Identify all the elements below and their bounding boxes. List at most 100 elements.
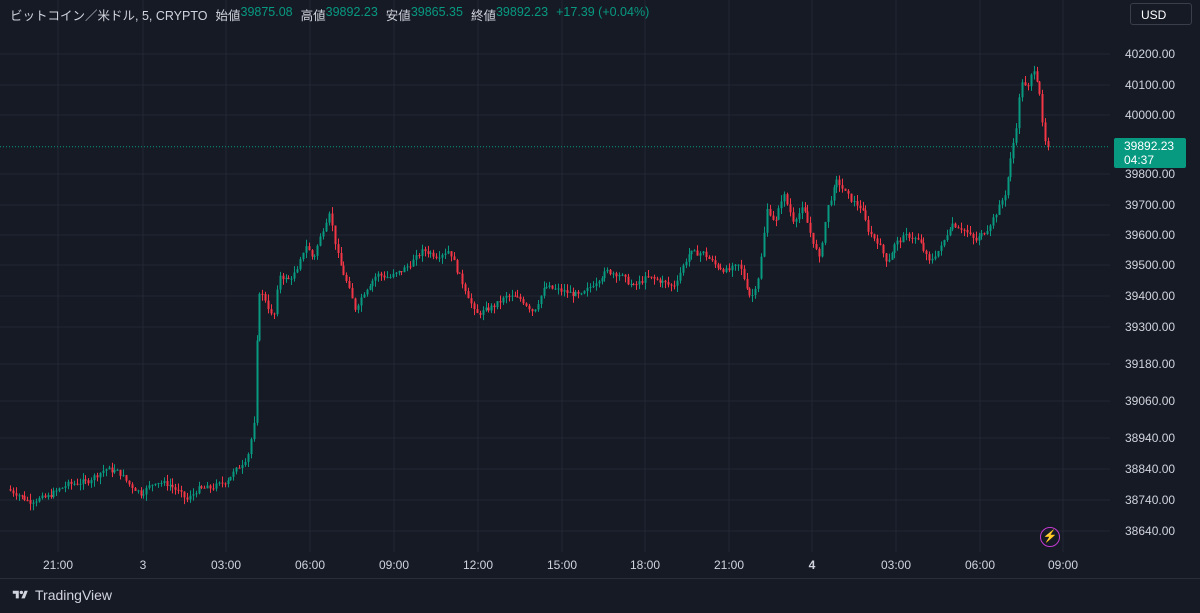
candle-body [554, 288, 557, 290]
candle-body [632, 284, 635, 286]
candle-body [458, 272, 461, 274]
candle-body [789, 204, 792, 213]
candle-body [316, 245, 319, 256]
candle-body [522, 299, 525, 304]
candle-body [838, 179, 841, 186]
candle-body [1033, 71, 1036, 75]
candle-body [264, 294, 267, 301]
candle-body [728, 268, 731, 271]
symbol-title[interactable]: ビットコイン／米ドル, 5, CRYPTO [10, 9, 208, 23]
candle-body [798, 213, 801, 220]
candle-body [467, 291, 470, 299]
candle-body [751, 294, 754, 296]
candle-body [870, 231, 873, 235]
chart-grid [0, 0, 1110, 552]
candle-body [32, 502, 35, 504]
change-value: +17.39 (+0.04%) [556, 5, 650, 19]
high-label: 高値 [300, 9, 326, 23]
candle-body [212, 488, 215, 490]
candle-body [864, 210, 867, 220]
y-tick-label: 40200.00 [1125, 47, 1175, 61]
candle-body [322, 231, 325, 237]
candle-body [682, 265, 685, 273]
candle-body [227, 480, 230, 484]
candle-body [313, 255, 316, 257]
candle-body [308, 246, 311, 251]
candle-body [345, 274, 348, 281]
candle-body [366, 289, 369, 295]
candle-body [200, 486, 203, 488]
candle-body [661, 280, 664, 283]
candle-body [609, 269, 612, 275]
candle-body [276, 289, 279, 315]
lightning-bolt-icon[interactable]: ⚡ [1040, 527, 1060, 547]
candle-body [447, 251, 450, 254]
candle-body [38, 498, 41, 502]
x-tick-label: 21:00 [43, 558, 73, 572]
candle-body [734, 264, 737, 266]
candle-body [777, 208, 780, 220]
candle-body [937, 250, 940, 257]
candle-body [1047, 141, 1050, 147]
candle-body [392, 273, 395, 278]
candle-body [934, 256, 937, 259]
candle-body [505, 295, 508, 298]
candle-body [93, 475, 96, 481]
candle-body [922, 242, 925, 251]
candle-body [302, 252, 305, 260]
candle-body [644, 276, 647, 283]
x-tick-label: 06:00 [965, 558, 995, 572]
candle-body [711, 258, 714, 261]
candle-body [763, 232, 766, 257]
candle-body [928, 254, 931, 261]
candle-body [899, 240, 902, 243]
candle-body [412, 259, 415, 267]
currency-button[interactable]: USD [1130, 3, 1192, 25]
y-tick-label: 39180.00 [1125, 357, 1175, 371]
tradingview-logo[interactable]: TradingView [12, 587, 112, 603]
candle-body [229, 476, 232, 481]
candle-body [102, 470, 105, 473]
candle-body [540, 295, 543, 305]
candle-body [998, 204, 1001, 215]
y-tick-label: 38940.00 [1125, 431, 1175, 445]
candle-body [67, 481, 70, 487]
candle-body [421, 249, 424, 256]
candle-body [192, 494, 195, 496]
candle-body [531, 309, 534, 312]
candle-body [174, 487, 177, 490]
candle-body [282, 275, 285, 280]
low-label: 安値 [385, 9, 411, 23]
candle-body [487, 307, 490, 311]
candle-body [589, 286, 592, 288]
candle-body [650, 276, 653, 278]
candle-body [630, 284, 633, 286]
candle-body [186, 497, 189, 500]
candle-body [603, 271, 606, 279]
candle-body [99, 472, 102, 478]
price-axis: 40200.00 40100.00 40000.00 39800.00 39700.00… [1125, 47, 1175, 538]
candle-body [21, 495, 24, 497]
candle-body [667, 282, 670, 285]
candle-body [1012, 142, 1015, 159]
candle-body [285, 277, 288, 280]
candle-body [241, 465, 244, 469]
candle-body [635, 284, 638, 286]
candle-body [453, 256, 456, 261]
y-tick-label: 39500.00 [1125, 258, 1175, 272]
candle-body [786, 194, 789, 205]
candle-body [473, 303, 476, 310]
candle-body [743, 268, 746, 279]
candle-body [551, 285, 554, 289]
candle-body [435, 256, 438, 258]
candle-body [946, 235, 949, 241]
candle-body [862, 208, 865, 211]
candle-body [809, 222, 812, 233]
candle-body [325, 222, 328, 232]
candle-body [569, 291, 572, 293]
candle-body [305, 246, 308, 253]
close-label: 終値 [470, 9, 496, 23]
candle-body [122, 475, 125, 477]
candle-body [920, 239, 923, 243]
